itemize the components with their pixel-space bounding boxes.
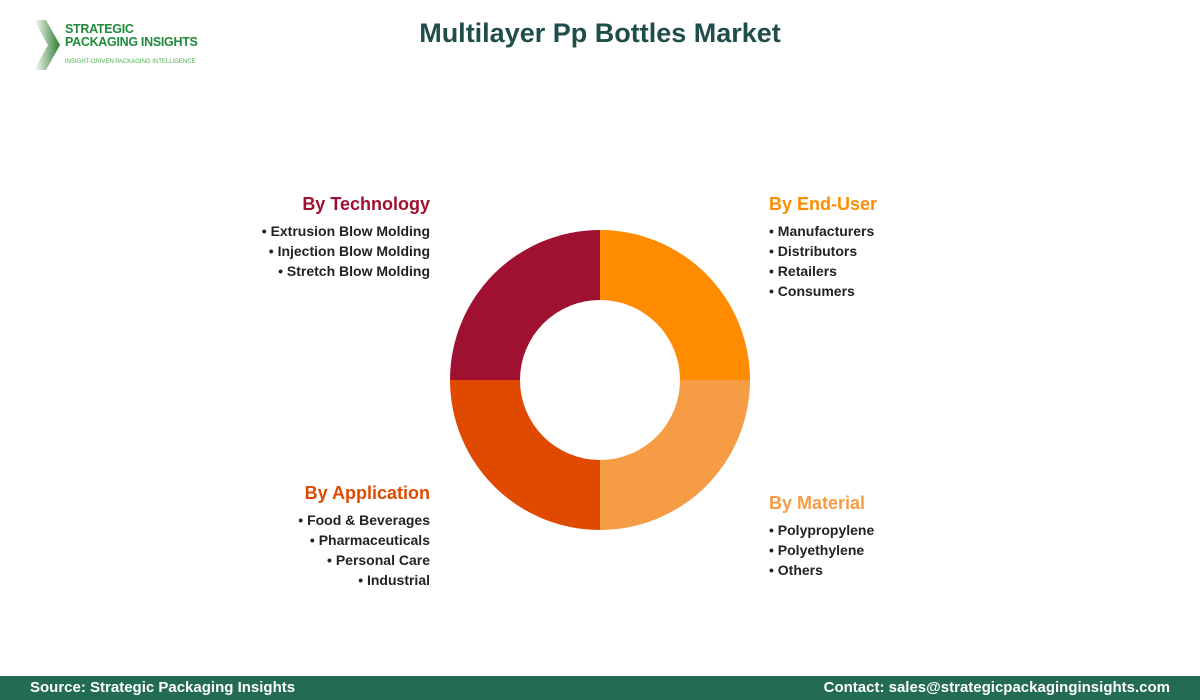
- material-group: By Material Polypropylene Polyethylene O…: [769, 492, 874, 580]
- donut-chart: [450, 230, 750, 530]
- technology-group: By Technology Extrusion Blow Molding Inj…: [262, 193, 430, 281]
- footer: Source: Strategic Packaging Insights Con…: [0, 676, 1200, 700]
- technology-title: By Technology: [302, 194, 430, 214]
- list-item: Extrusion Blow Molding: [262, 221, 430, 241]
- segment-end-user: [600, 230, 750, 380]
- segment-material: [600, 380, 750, 530]
- segment-application: [450, 380, 600, 530]
- list-item: Others: [769, 560, 874, 580]
- list-item: Consumers: [769, 281, 877, 301]
- list-item: Manufacturers: [769, 221, 877, 241]
- application-group: By Application Food & Beverages Pharmace…: [298, 482, 430, 590]
- list-item: Injection Blow Molding: [262, 241, 430, 261]
- list-item: Polypropylene: [769, 520, 874, 540]
- logo: STRATEGIC PACKAGING INSIGHTS INSIGHT-DRIV…: [30, 18, 200, 73]
- page-title: Multilayer Pp Bottles Market: [419, 18, 781, 48]
- list-item: Industrial: [298, 570, 430, 590]
- list-item: Food & Beverages: [298, 510, 430, 530]
- list-item: Distributors: [769, 241, 877, 261]
- end-user-group: By End-User Manufacturers Distributors R…: [769, 193, 877, 301]
- application-title: By Application: [304, 483, 430, 503]
- source-text: Source: Strategic Packaging Insights: [30, 679, 296, 696]
- list-item: Retailers: [769, 261, 877, 281]
- logo-chevron-icon: [34, 20, 60, 70]
- logo-text: STRATEGIC PACKAGING INSIGHTS: [65, 22, 198, 49]
- segment-technology: [450, 230, 600, 380]
- logo-tagline: INSIGHT-DRIVEN PACKAGING INTELLIGENCE: [65, 59, 196, 65]
- end-user-title: By End-User: [769, 194, 878, 214]
- list-item: Personal Care: [298, 550, 430, 570]
- material-title: By Material: [769, 493, 866, 513]
- list-item: Pharmaceuticals: [298, 530, 430, 550]
- list-item: Polyethylene: [769, 540, 874, 560]
- contact-text: Contact: sales@strategicpackaginginsight…: [823, 679, 1170, 696]
- list-item: Stretch Blow Molding: [262, 261, 430, 281]
